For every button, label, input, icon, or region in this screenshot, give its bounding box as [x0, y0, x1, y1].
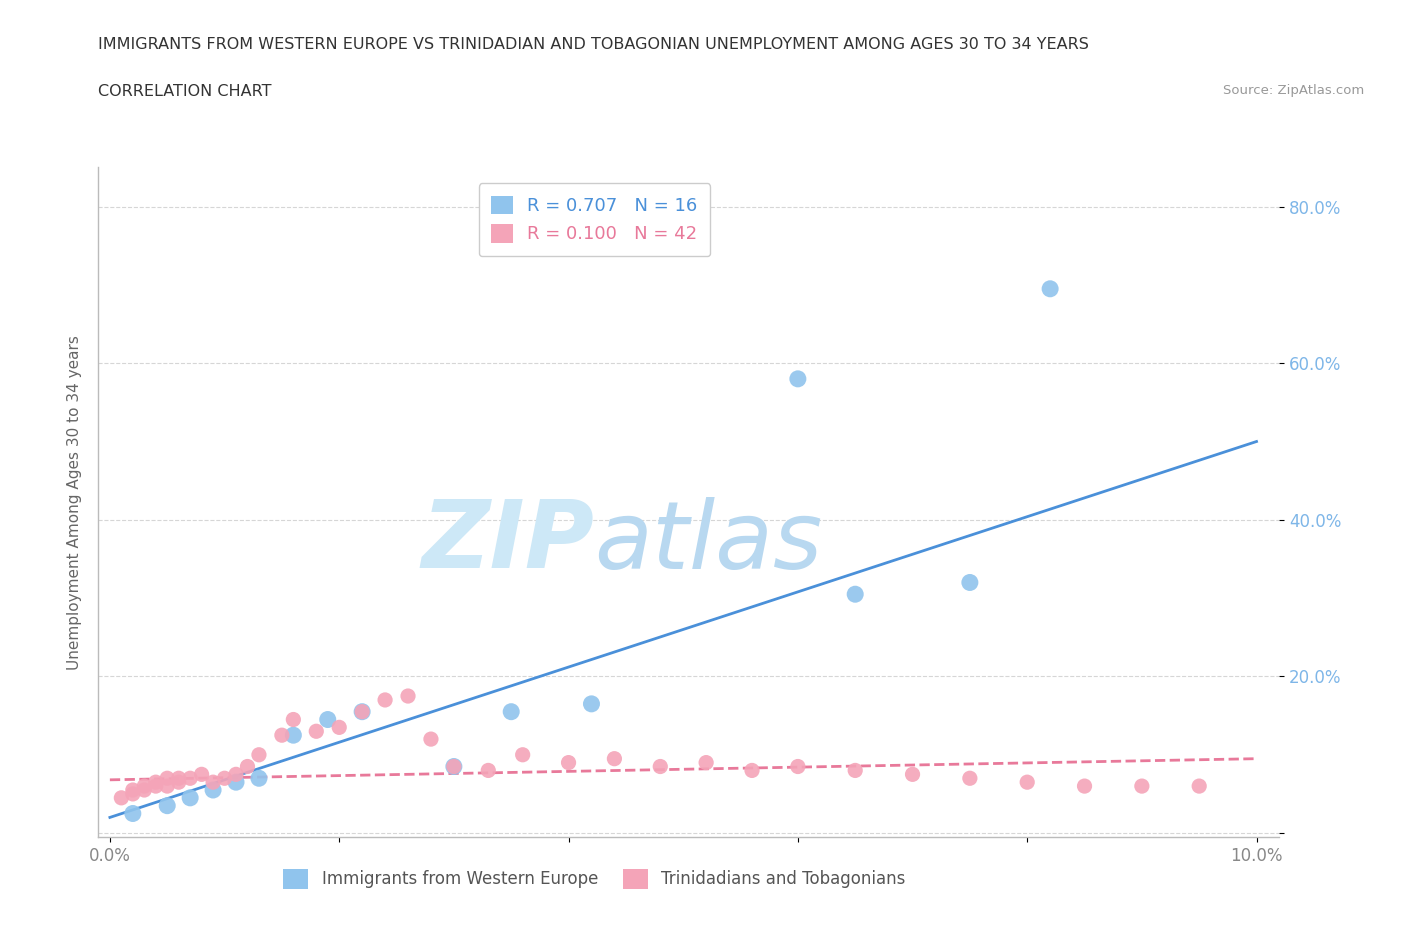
Point	[145, 775, 167, 790]
Point	[1017, 775, 1039, 790]
Point	[283, 712, 305, 727]
Point	[214, 771, 236, 786]
Text: IMMIGRANTS FROM WESTERN EUROPE VS TRINIDADIAN AND TOBAGONIAN UNEMPLOYMENT AMONG : IMMIGRANTS FROM WESTERN EUROPE VS TRINID…	[98, 37, 1090, 52]
Point	[156, 778, 179, 793]
Point	[959, 771, 981, 786]
Point	[443, 759, 465, 774]
Point	[305, 724, 328, 738]
Point	[650, 759, 672, 774]
Point	[1073, 778, 1095, 793]
Point	[959, 575, 981, 590]
Point	[167, 775, 190, 790]
Point	[603, 751, 626, 766]
Point	[134, 782, 156, 797]
Point	[901, 767, 924, 782]
Point	[844, 587, 866, 602]
Point	[283, 728, 305, 743]
Point	[581, 697, 603, 711]
Point	[121, 806, 143, 821]
Point	[145, 778, 167, 793]
Point	[236, 759, 259, 774]
Point	[1130, 778, 1153, 793]
Point	[328, 720, 350, 735]
Point	[202, 775, 225, 790]
Point	[844, 763, 866, 777]
Point	[1039, 282, 1062, 297]
Point	[557, 755, 579, 770]
Point	[247, 748, 270, 763]
Y-axis label: Unemployment Among Ages 30 to 34 years: Unemployment Among Ages 30 to 34 years	[66, 335, 82, 670]
Point	[179, 771, 201, 786]
Point	[374, 693, 396, 708]
Point	[202, 782, 225, 797]
Point	[352, 704, 374, 719]
Point	[225, 775, 247, 790]
Text: atlas: atlas	[595, 497, 823, 588]
Point	[501, 704, 523, 719]
Point	[179, 790, 201, 805]
Point	[786, 759, 808, 774]
Point	[110, 790, 132, 805]
Point	[512, 748, 534, 763]
Point	[396, 688, 419, 703]
Point	[443, 759, 465, 774]
Point	[1188, 778, 1211, 793]
Point	[786, 371, 808, 386]
Point	[352, 704, 374, 719]
Point	[156, 771, 179, 786]
Point	[247, 771, 270, 786]
Text: CORRELATION CHART: CORRELATION CHART	[98, 84, 271, 99]
Point	[167, 771, 190, 786]
Point	[190, 767, 212, 782]
Point	[134, 778, 156, 793]
Legend: Immigrants from Western Europe, Trinidadians and Tobagonians: Immigrants from Western Europe, Trinidad…	[277, 862, 912, 896]
Text: Source: ZipAtlas.com: Source: ZipAtlas.com	[1223, 84, 1364, 97]
Point	[695, 755, 717, 770]
Point	[156, 798, 179, 813]
Point	[121, 782, 143, 797]
Point	[270, 728, 292, 743]
Point	[225, 767, 247, 782]
Point	[741, 763, 763, 777]
Point	[420, 732, 443, 747]
Point	[316, 712, 339, 727]
Text: ZIP: ZIP	[422, 497, 595, 589]
Point	[121, 787, 143, 802]
Point	[477, 763, 499, 777]
